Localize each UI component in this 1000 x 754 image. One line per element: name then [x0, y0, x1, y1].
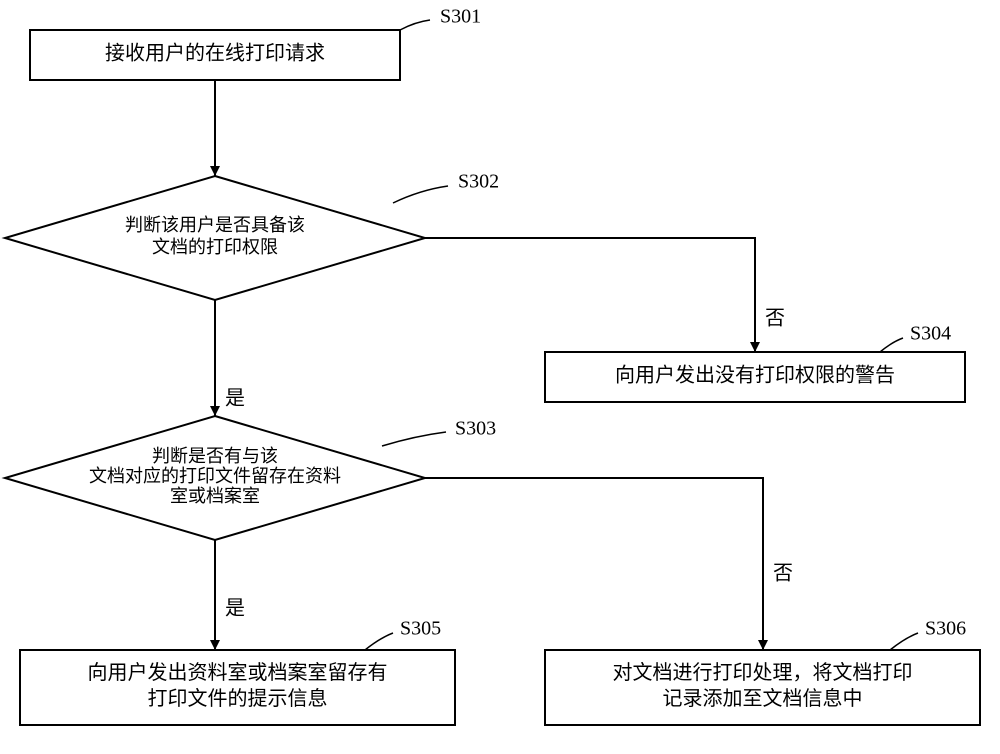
edge-label: 否: [765, 308, 785, 330]
flow-edge: [425, 238, 755, 352]
label-leader: [382, 432, 446, 446]
node-text: 向用户发出没有打印权限的警告: [615, 364, 895, 387]
node-text: 对文档进行打印处理，将文档打印: [613, 661, 913, 684]
step-label: S304: [910, 323, 951, 345]
label-leader: [890, 633, 918, 650]
node-text: 判断是否有与该: [152, 446, 278, 466]
label-leader: [880, 338, 903, 352]
node-text: 文档的打印权限: [152, 237, 278, 257]
step-label: S301: [440, 6, 481, 28]
node-text: 室或档案室: [170, 486, 260, 506]
flow-edge: [425, 478, 763, 650]
step-label: S306: [925, 618, 966, 640]
label-leader: [400, 20, 430, 30]
node-text: 接收用户的在线打印请求: [105, 42, 325, 65]
node-text: 打印文件的提示信息: [148, 687, 328, 710]
edge-label: 是: [225, 598, 245, 620]
edge-label: 是: [225, 388, 245, 410]
step-label: S305: [400, 618, 441, 640]
edge-label: 否: [773, 563, 793, 585]
flowchart: 是否是否接收用户的在线打印请求S301判断该用户是否具备该文档的打印权限S302…: [0, 0, 1000, 754]
node-text: 记录添加至文档信息中: [663, 687, 863, 710]
label-leader: [365, 633, 393, 650]
node-text: 判断该用户是否具备该: [125, 215, 305, 235]
node-s301: 接收用户的在线打印请求 S301: [30, 6, 481, 80]
node-s303: 判断是否有与该文档对应的打印文件留存在资料室或档案室 S303: [5, 416, 496, 540]
step-label: S303: [455, 418, 496, 440]
step-label: S302: [458, 171, 499, 193]
node-text: 向用户发出资料室或档案室留存有: [88, 661, 388, 684]
node-s305: 向用户发出资料室或档案室留存有打印文件的提示信息 S305: [20, 618, 455, 725]
node-text: 文档对应的打印文件留存在资料: [89, 466, 341, 486]
label-leader: [393, 186, 448, 203]
node-s302: 判断该用户是否具备该文档的打印权限 S302: [5, 171, 499, 300]
